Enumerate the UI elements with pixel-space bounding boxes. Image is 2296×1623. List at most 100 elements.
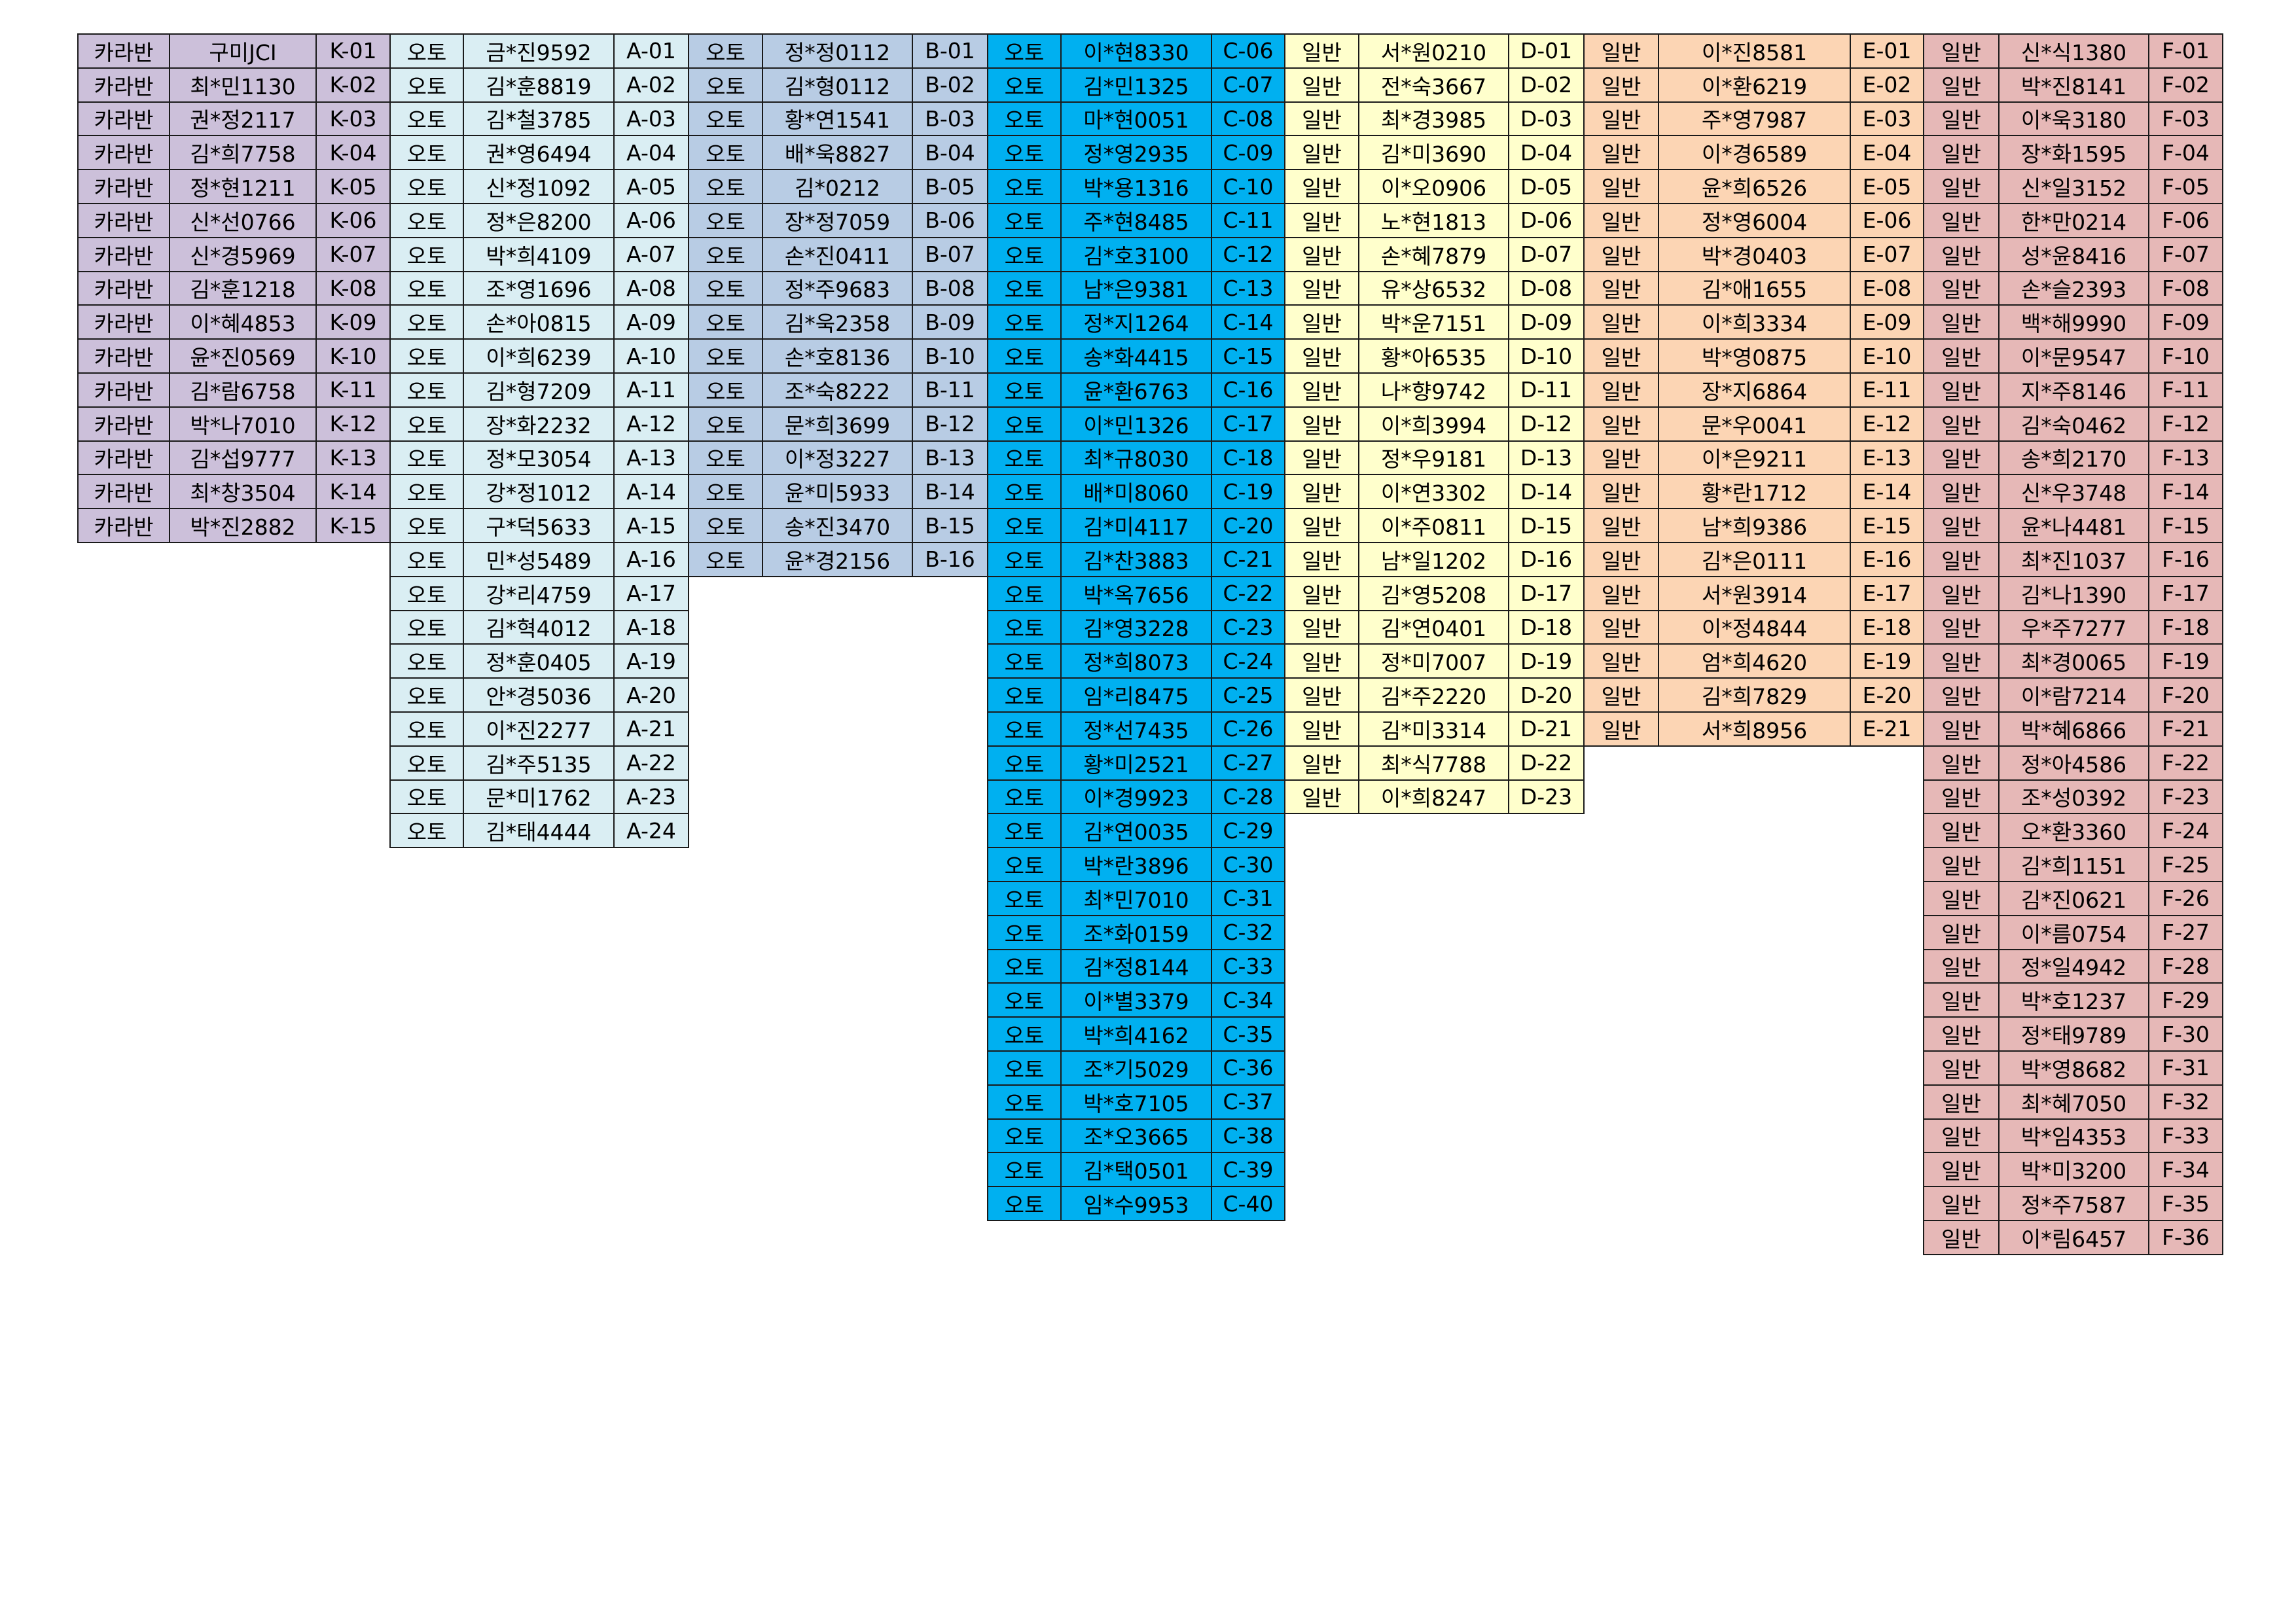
site-code: C-36 (1211, 1050, 1285, 1086)
site-type: 일반 (1583, 474, 1659, 510)
guest-name: 엄*희4620 (1658, 643, 1851, 679)
site-code: A-07 (613, 236, 689, 272)
site-code: B-06 (912, 203, 988, 238)
guest-name: 문*우0041 (1658, 406, 1851, 442)
site-code: E-13 (1850, 440, 1924, 476)
site-type: 일반 (1923, 1152, 2000, 1188)
guest-name: 박*영8682 (1998, 1050, 2149, 1086)
site-type: 일반 (1923, 304, 2000, 340)
site-code: D-17 (1508, 575, 1585, 611)
site-code: F-06 (2148, 203, 2223, 238)
guest-name: 윤*희6526 (1658, 169, 1851, 204)
guest-name: 지*주8146 (1998, 372, 2149, 408)
guest-name: 정*모3054 (463, 440, 615, 476)
guest-name: 이*주0811 (1358, 508, 1509, 543)
site-code: C-11 (1211, 203, 1285, 238)
guest-name: 윤*나4481 (1998, 508, 2149, 543)
site-type: 일반 (1284, 372, 1359, 408)
site-type: 카라반 (77, 169, 170, 204)
site-code: F-20 (2148, 677, 2223, 713)
site-code: E-15 (1850, 508, 1924, 543)
guest-name: 박*진2882 (169, 508, 317, 543)
site-code: F-21 (2148, 711, 2223, 747)
site-code: C-18 (1211, 440, 1285, 476)
guest-name: 황*미2521 (1060, 745, 1212, 781)
site-type: 일반 (1923, 1220, 2000, 1255)
site-type: 오토 (688, 304, 763, 340)
guest-name: 김*철3785 (463, 101, 615, 137)
site-code: F-09 (2148, 304, 2223, 340)
site-type: 오토 (389, 779, 464, 815)
site-code: C-31 (1211, 881, 1285, 916)
guest-name: 이*희6239 (463, 338, 615, 374)
site-type: 오토 (987, 914, 1062, 950)
guest-name: 김*은0111 (1658, 542, 1851, 577)
guest-name: 조*기5029 (1060, 1050, 1212, 1086)
site-code: F-19 (2148, 643, 2223, 679)
site-code: B-15 (912, 508, 988, 543)
site-type: 일반 (1284, 779, 1359, 815)
guest-name: 김*숙0462 (1998, 406, 2149, 442)
guest-name: 손*진0411 (762, 236, 913, 272)
guest-name: 이*희3334 (1658, 304, 1851, 340)
site-code: D-15 (1508, 508, 1585, 543)
guest-name: 구미JCI (169, 33, 317, 69)
guest-name: 박*운7151 (1358, 304, 1509, 340)
site-code: B-14 (912, 474, 988, 510)
guest-name: 박*희4109 (463, 236, 615, 272)
site-type: 일반 (1583, 101, 1659, 137)
site-code: K-15 (315, 508, 391, 543)
site-type: 일반 (1923, 881, 2000, 916)
site-type: 오토 (987, 1050, 1062, 1086)
site-code: D-02 (1508, 67, 1585, 103)
guest-name: 김*택0501 (1060, 1152, 1212, 1188)
site-code: F-16 (2148, 542, 2223, 577)
site-code: K-02 (315, 67, 391, 103)
guest-name: 김*희7829 (1658, 677, 1851, 713)
guest-name: 박*호7105 (1060, 1084, 1212, 1120)
site-code: A-10 (613, 338, 689, 374)
site-code: C-37 (1211, 1084, 1285, 1120)
guest-name: 신*식1380 (1998, 33, 2149, 69)
site-code: E-12 (1850, 406, 1924, 442)
site-type: 오토 (389, 67, 464, 103)
site-type: 오토 (987, 33, 1062, 69)
site-type: 일반 (1923, 508, 2000, 543)
site-type: 일반 (1284, 643, 1359, 679)
site-type: 오토 (389, 236, 464, 272)
guest-name: 김*연0401 (1358, 609, 1509, 645)
site-code: C-23 (1211, 609, 1285, 645)
guest-name: 김*나1390 (1998, 575, 2149, 611)
site-type: 카라반 (77, 508, 170, 543)
guest-name: 정*정0112 (762, 33, 913, 69)
guest-name: 최*규8030 (1060, 440, 1212, 476)
site-code: F-15 (2148, 508, 2223, 543)
site-code: E-11 (1850, 372, 1924, 408)
site-code: C-38 (1211, 1118, 1285, 1154)
site-type: 일반 (1284, 67, 1359, 103)
site-type: 오토 (389, 135, 464, 171)
site-code: D-07 (1508, 236, 1585, 272)
site-type: 카라반 (77, 101, 170, 137)
site-type: 일반 (1923, 575, 2000, 611)
guest-name: 이*람7214 (1998, 677, 2149, 713)
site-code: F-32 (2148, 1084, 2223, 1120)
guest-name: 이*희3994 (1358, 406, 1509, 442)
site-type: 일반 (1923, 982, 2000, 1018)
site-code: C-19 (1211, 474, 1285, 510)
site-type: 일반 (1583, 406, 1659, 442)
site-code: F-33 (2148, 1118, 2223, 1154)
site-code: E-18 (1850, 609, 1924, 645)
guest-name: 문*희3699 (762, 406, 913, 442)
guest-name: 이*정3227 (762, 440, 913, 476)
site-code: B-02 (912, 67, 988, 103)
guest-name: 정*태9789 (1998, 1016, 2149, 1052)
guest-name: 권*정2117 (169, 101, 317, 137)
site-type: 일반 (1284, 542, 1359, 577)
site-type: 일반 (1284, 338, 1359, 374)
guest-name: 조*화0159 (1060, 914, 1212, 950)
guest-name: 조*숙8222 (762, 372, 913, 408)
site-type: 일반 (1284, 406, 1359, 442)
guest-name: 금*진9592 (463, 33, 615, 69)
site-code: E-04 (1850, 135, 1924, 171)
